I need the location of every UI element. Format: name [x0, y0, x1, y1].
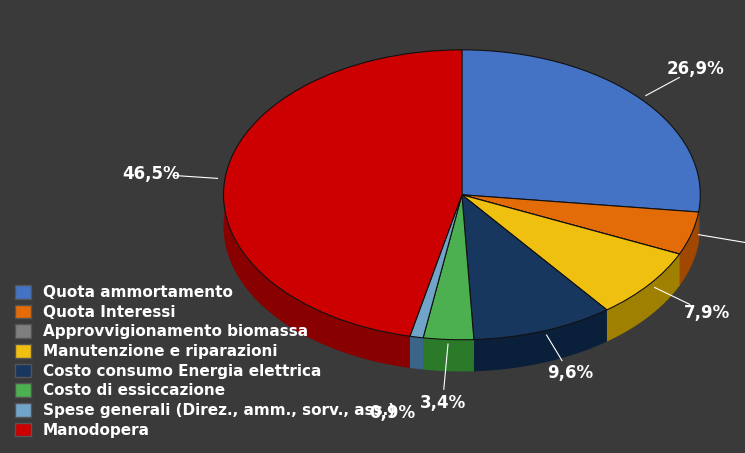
Wedge shape [462, 195, 679, 254]
Wedge shape [410, 195, 462, 338]
Polygon shape [423, 195, 462, 370]
Text: 7,9%: 7,9% [684, 304, 730, 322]
Polygon shape [410, 195, 462, 368]
Polygon shape [462, 195, 699, 244]
Polygon shape [224, 50, 462, 368]
Polygon shape [679, 212, 699, 286]
Polygon shape [462, 195, 607, 342]
Legend: Quota ammortamento, Quota Interessi, Approvvigionamento biomassa, Manutenzione e: Quota ammortamento, Quota Interessi, App… [7, 277, 402, 445]
Polygon shape [410, 195, 462, 368]
Wedge shape [423, 195, 474, 340]
Polygon shape [462, 195, 607, 342]
Polygon shape [462, 195, 679, 286]
Wedge shape [462, 50, 700, 212]
Text: 46,5%: 46,5% [122, 165, 180, 183]
Polygon shape [462, 195, 679, 286]
Wedge shape [462, 195, 607, 340]
Polygon shape [462, 195, 474, 371]
Polygon shape [410, 336, 423, 370]
Polygon shape [462, 195, 679, 286]
Polygon shape [462, 195, 679, 286]
Polygon shape [462, 195, 474, 371]
Polygon shape [474, 310, 607, 371]
Text: 9,6%: 9,6% [547, 364, 593, 382]
Polygon shape [423, 195, 462, 370]
Wedge shape [462, 195, 699, 254]
Text: 26,9%: 26,9% [667, 59, 725, 77]
Wedge shape [462, 195, 679, 310]
Polygon shape [462, 50, 700, 244]
Text: 3,4%: 3,4% [419, 394, 466, 412]
Polygon shape [423, 338, 474, 371]
Wedge shape [224, 50, 462, 336]
Polygon shape [607, 254, 679, 342]
Polygon shape [462, 195, 699, 244]
Text: 0,9%: 0,9% [370, 404, 416, 422]
